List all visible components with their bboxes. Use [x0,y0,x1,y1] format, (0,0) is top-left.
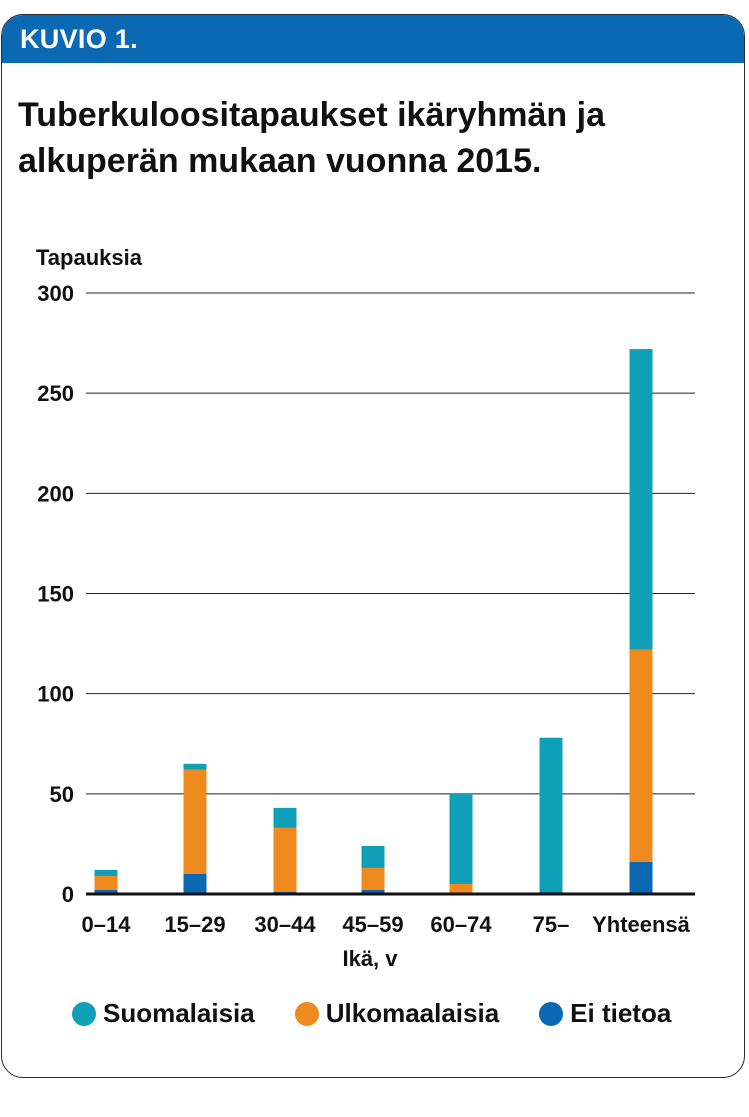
chart-title-line-2: alkuperän mukaan vuonna 2015. [18,142,542,180]
figure-card: KUVIO 1. [1,14,745,1078]
x-tick-label: 0–14 [82,912,132,937]
x-tick-label: Yhteensä [592,912,691,937]
y-tick-label: 0 [62,882,74,907]
y-tick-label: 50 [50,782,74,807]
bar-segment [629,649,653,862]
bar-segment [629,349,653,650]
x-tick-label: 75– [533,912,570,937]
bar-segment [273,807,297,828]
y-tick-label: 150 [37,582,74,607]
chart-title-line-1: Tuberkuloositapaukset ikäryhmän ja [18,96,605,134]
legend-label-ulkomaalaisia: Ulkomaalaisia [325,998,500,1028]
bar-segment [539,737,563,892]
bar-segment [183,873,207,894]
legend-item-suomalaisia: Suomalaisia [72,998,255,1029]
y-tick-label: 100 [37,682,74,707]
legend-item-ei-tietoa: Ei tietoa [539,998,671,1029]
bar-segment [629,861,653,894]
bar-segment [273,827,297,892]
bar-segment [361,845,385,868]
chart-title: Tuberkuloositapaukset ikäryhmän ja alkup… [18,92,718,184]
figure-label: KUVIO 1. [20,24,138,54]
x-axis-label: Ikä, v [342,946,398,971]
y-axis-label: Tapauksia [36,245,143,270]
x-tick-label: 30–44 [254,912,316,937]
bar-segment [361,867,385,890]
chart-legend: Suomalaisia Ulkomaalaisia Ei tietoa [72,998,711,1029]
y-tick-label: 250 [37,381,74,406]
x-tick-label: 45–59 [342,912,403,937]
bar-segment [94,875,118,890]
legend-swatch-suomalaisia [72,1001,96,1026]
x-tick-label: 60–74 [430,912,492,937]
bar-segment [94,869,118,876]
legend-label-ei-tietoa: Ei tietoa [570,998,672,1028]
legend-label-suomalaisia: Suomalaisia [103,998,255,1028]
legend-swatch-ulkomaalaisia [294,1001,319,1026]
figure-banner: KUVIO 1. [2,15,744,63]
legend-item-ulkomaalaisia: Ulkomaalaisia [294,998,500,1029]
bar-segment [183,769,207,874]
bar-segment [183,763,207,770]
legend-swatch-ei-tietoa [539,1001,564,1026]
x-tick-label: 15–29 [164,912,225,937]
y-tick-label: 200 [37,481,74,506]
y-tick-label: 300 [37,281,74,306]
bar-segment [449,793,473,884]
bar-segment [449,883,473,894]
bar-segment [94,889,118,894]
bar-segment [361,889,385,894]
